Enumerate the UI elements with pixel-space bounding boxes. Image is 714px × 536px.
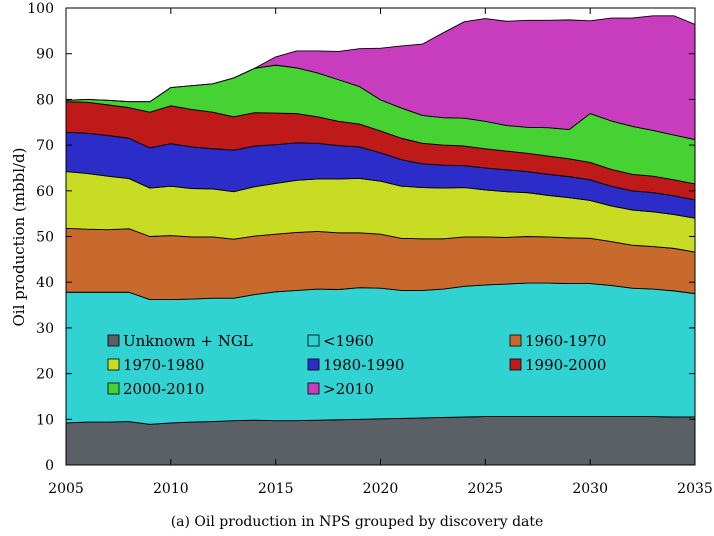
x-tick-label: 2025 [468, 481, 504, 497]
legend-label: 1980-1990 [323, 356, 404, 374]
y-tick-label: 100 [27, 1, 54, 17]
y-tick-label: 90 [36, 47, 54, 63]
y-tick-label: 70 [36, 138, 54, 154]
legend-label: 1970-1980 [123, 356, 204, 374]
y-axis-label: Oil production (mbbl/d) [10, 148, 28, 327]
y-axis-ticks: 0 10 20 30 40 50 60 70 80 90 100 [27, 1, 695, 474]
legend-item-1960-1970: 1960-1970 [509, 332, 606, 350]
legend-swatch [307, 358, 320, 371]
legend-swatch [107, 358, 120, 371]
legend-label: 1990-2000 [525, 356, 606, 374]
legend-item-before-1960: <1960 [307, 332, 374, 350]
y-tick-label: 10 [36, 412, 54, 428]
y-tick-label: 50 [36, 230, 54, 246]
legend-swatch [107, 382, 120, 395]
legend-item-unknown-plus-ngl: Unknown + NGL [107, 332, 253, 350]
legend-swatch [107, 334, 120, 347]
legend-item-2000-2010: 2000-2010 [107, 380, 204, 398]
chart-caption: (a) Oil production in NPS grouped by dis… [171, 514, 544, 530]
legend-item-after-2010: >2010 [307, 380, 374, 398]
legend-label: >2010 [323, 380, 374, 398]
legend-label: Unknown + NGL [123, 332, 253, 350]
y-tick-label: 60 [36, 184, 54, 200]
legend-item-1990-2000: 1990-2000 [509, 356, 606, 374]
legend-item-1970-1980: 1970-1980 [107, 356, 204, 374]
legend-swatch [509, 358, 522, 371]
y-tick-label: 0 [45, 458, 54, 474]
x-tick-label: 2035 [677, 481, 713, 497]
stacked-areas [65, 15, 696, 466]
legend-swatch [307, 334, 320, 347]
x-tick-label: 2030 [572, 481, 608, 497]
y-tick-label: 20 [36, 367, 54, 383]
x-axis-ticks: 2005 2010 2015 2020 2025 2030 2035 [48, 8, 713, 497]
legend-label: <1960 [323, 332, 374, 350]
legend: Unknown + NGL <1960 1960-1970 1970-1980 1980… [107, 332, 606, 398]
y-tick-label: 80 [36, 92, 54, 108]
x-tick-label: 2020 [363, 481, 399, 497]
area-before-1960 [65, 282, 696, 425]
legend-label: 2000-2010 [123, 380, 204, 398]
x-tick-label: 2015 [258, 481, 294, 497]
x-tick-label: 2005 [48, 481, 84, 497]
legend-swatch [509, 334, 522, 347]
legend-label: 1960-1970 [525, 332, 606, 350]
x-tick-label: 2010 [153, 481, 189, 497]
legend-swatch [307, 382, 320, 395]
legend-item-1980-1990: 1980-1990 [307, 356, 404, 374]
y-tick-label: 40 [36, 275, 54, 291]
y-tick-label: 30 [36, 321, 54, 337]
